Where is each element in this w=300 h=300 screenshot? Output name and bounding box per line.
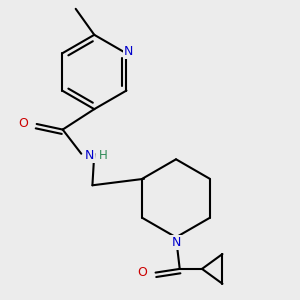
Text: N: N (124, 45, 133, 58)
Text: N: N (85, 149, 94, 162)
Text: H: H (98, 149, 107, 162)
Text: O: O (19, 118, 28, 130)
Text: N: N (171, 236, 181, 249)
Text: O: O (138, 266, 148, 279)
